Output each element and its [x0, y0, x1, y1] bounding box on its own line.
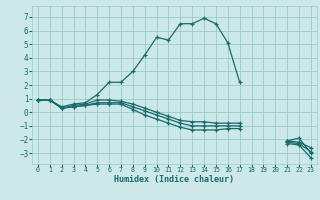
- X-axis label: Humidex (Indice chaleur): Humidex (Indice chaleur): [115, 175, 234, 184]
